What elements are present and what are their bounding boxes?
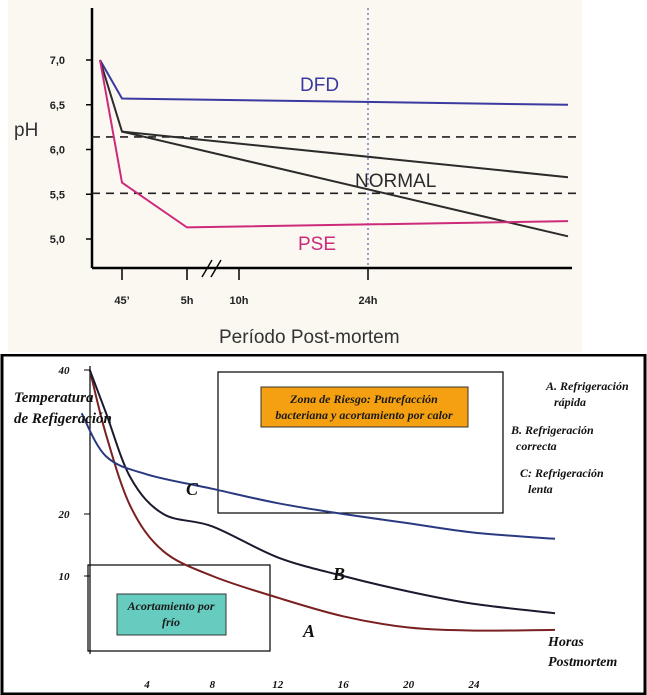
temp-x-axis-label-line2: Postmortem [548,655,617,670]
ph-x-axis-label: Período Post-mortem [219,327,400,348]
axis-break-mark [210,259,222,278]
temperature-chart-panel: Zona de Riesgo: Putrefacción bacteriana … [0,354,647,695]
legend-entry-sub: correcta [516,439,557,453]
temp-series-b [88,369,556,615]
ph-chart: 5,0 5,5 6,0 6,5 7,0 45’ 5h 10h 24h DFD NORMAL P… [14,8,576,348]
temp-x-tick-label: 4 [143,679,150,691]
curve-label-a: A [302,621,315,641]
temp-x-tick-label: 16 [338,679,350,691]
temp-series-c [80,412,556,540]
cold-zone-label-box [116,593,227,636]
risk-zone-box [217,371,504,514]
ph-chart-panel: 5,0 5,5 6,0 6,5 7,0 45’ 5h 10h 24h DFD NORMAL P… [8,0,582,352]
temp-x-tick-label: 12 [272,679,284,691]
risk-zone-label-line2: bacteriana y acortamiento por calor [275,408,453,422]
temp-x-tick-label: 24 [468,679,481,691]
cold-zone-label-line2: frío [162,615,180,629]
temp-x-tick-label: 8 [210,679,216,691]
series-line-normal-b [121,130,569,238]
ph-y-tick-label: 7,0 [50,55,65,67]
cold-zone-label-line1: Acortamiento por [126,599,214,613]
curve-label-b: B [332,564,345,584]
series-label-dfd: DFD [300,75,339,96]
temp-x-axis-label-line1: Horas [547,635,584,650]
ph-y-tick-label: 5,5 [50,189,65,201]
temp-y-axis-label-line2: de Refigeración [14,411,112,427]
risk-zone-label-box [260,386,469,428]
temp-y-tick-label: 20 [58,509,71,521]
curve-label-c: C [186,479,199,499]
ph-x-tick-label: 5h [181,295,194,307]
series-label-pse: PSE [298,234,336,255]
legend-entry-sub: lenta [528,482,553,496]
series-label-normal: NORMAL [355,171,436,192]
risk-zone-label-line1: Zona de Riesgo: Putrefacción [289,392,438,406]
cold-zone-box [87,564,271,652]
series-line-pse [99,59,569,229]
ph-y-tick-label: 6,0 [50,145,65,157]
temp-y-tick-label: 40 [58,365,71,377]
chart-frame [0,354,647,695]
temp-y-axis-label-line1: Temperatura [14,390,94,406]
series-line-dfd [99,59,569,106]
temp-x-tick-label: 20 [402,679,415,691]
legend-entry: A. Refrigeración [545,379,629,393]
ph-x-tick-label: 24h [359,295,378,307]
ph-y-tick-label: 6,5 [50,100,65,112]
axis-break-mark [201,259,213,278]
temp-series-a [88,369,556,632]
ph-y-tick-label: 5,0 [50,234,65,246]
ph-x-tick-label: 10h [230,295,249,307]
ph-x-tick-label: 45’ [114,295,129,307]
temperature-chart: Zona de Riesgo: Putrefacción bacteriana … [0,354,647,695]
legend-entry: B. Refrigeración [510,423,594,437]
temp-y-tick-label: 10 [59,571,71,583]
ph-y-axis-label: pH [14,120,38,141]
temp-legend: A. Refrigeración rápida B. Refrigeración co… [510,379,629,496]
legend-entry: C: Refrigeración [520,466,604,480]
legend-entry-sub: rápida [554,395,586,409]
